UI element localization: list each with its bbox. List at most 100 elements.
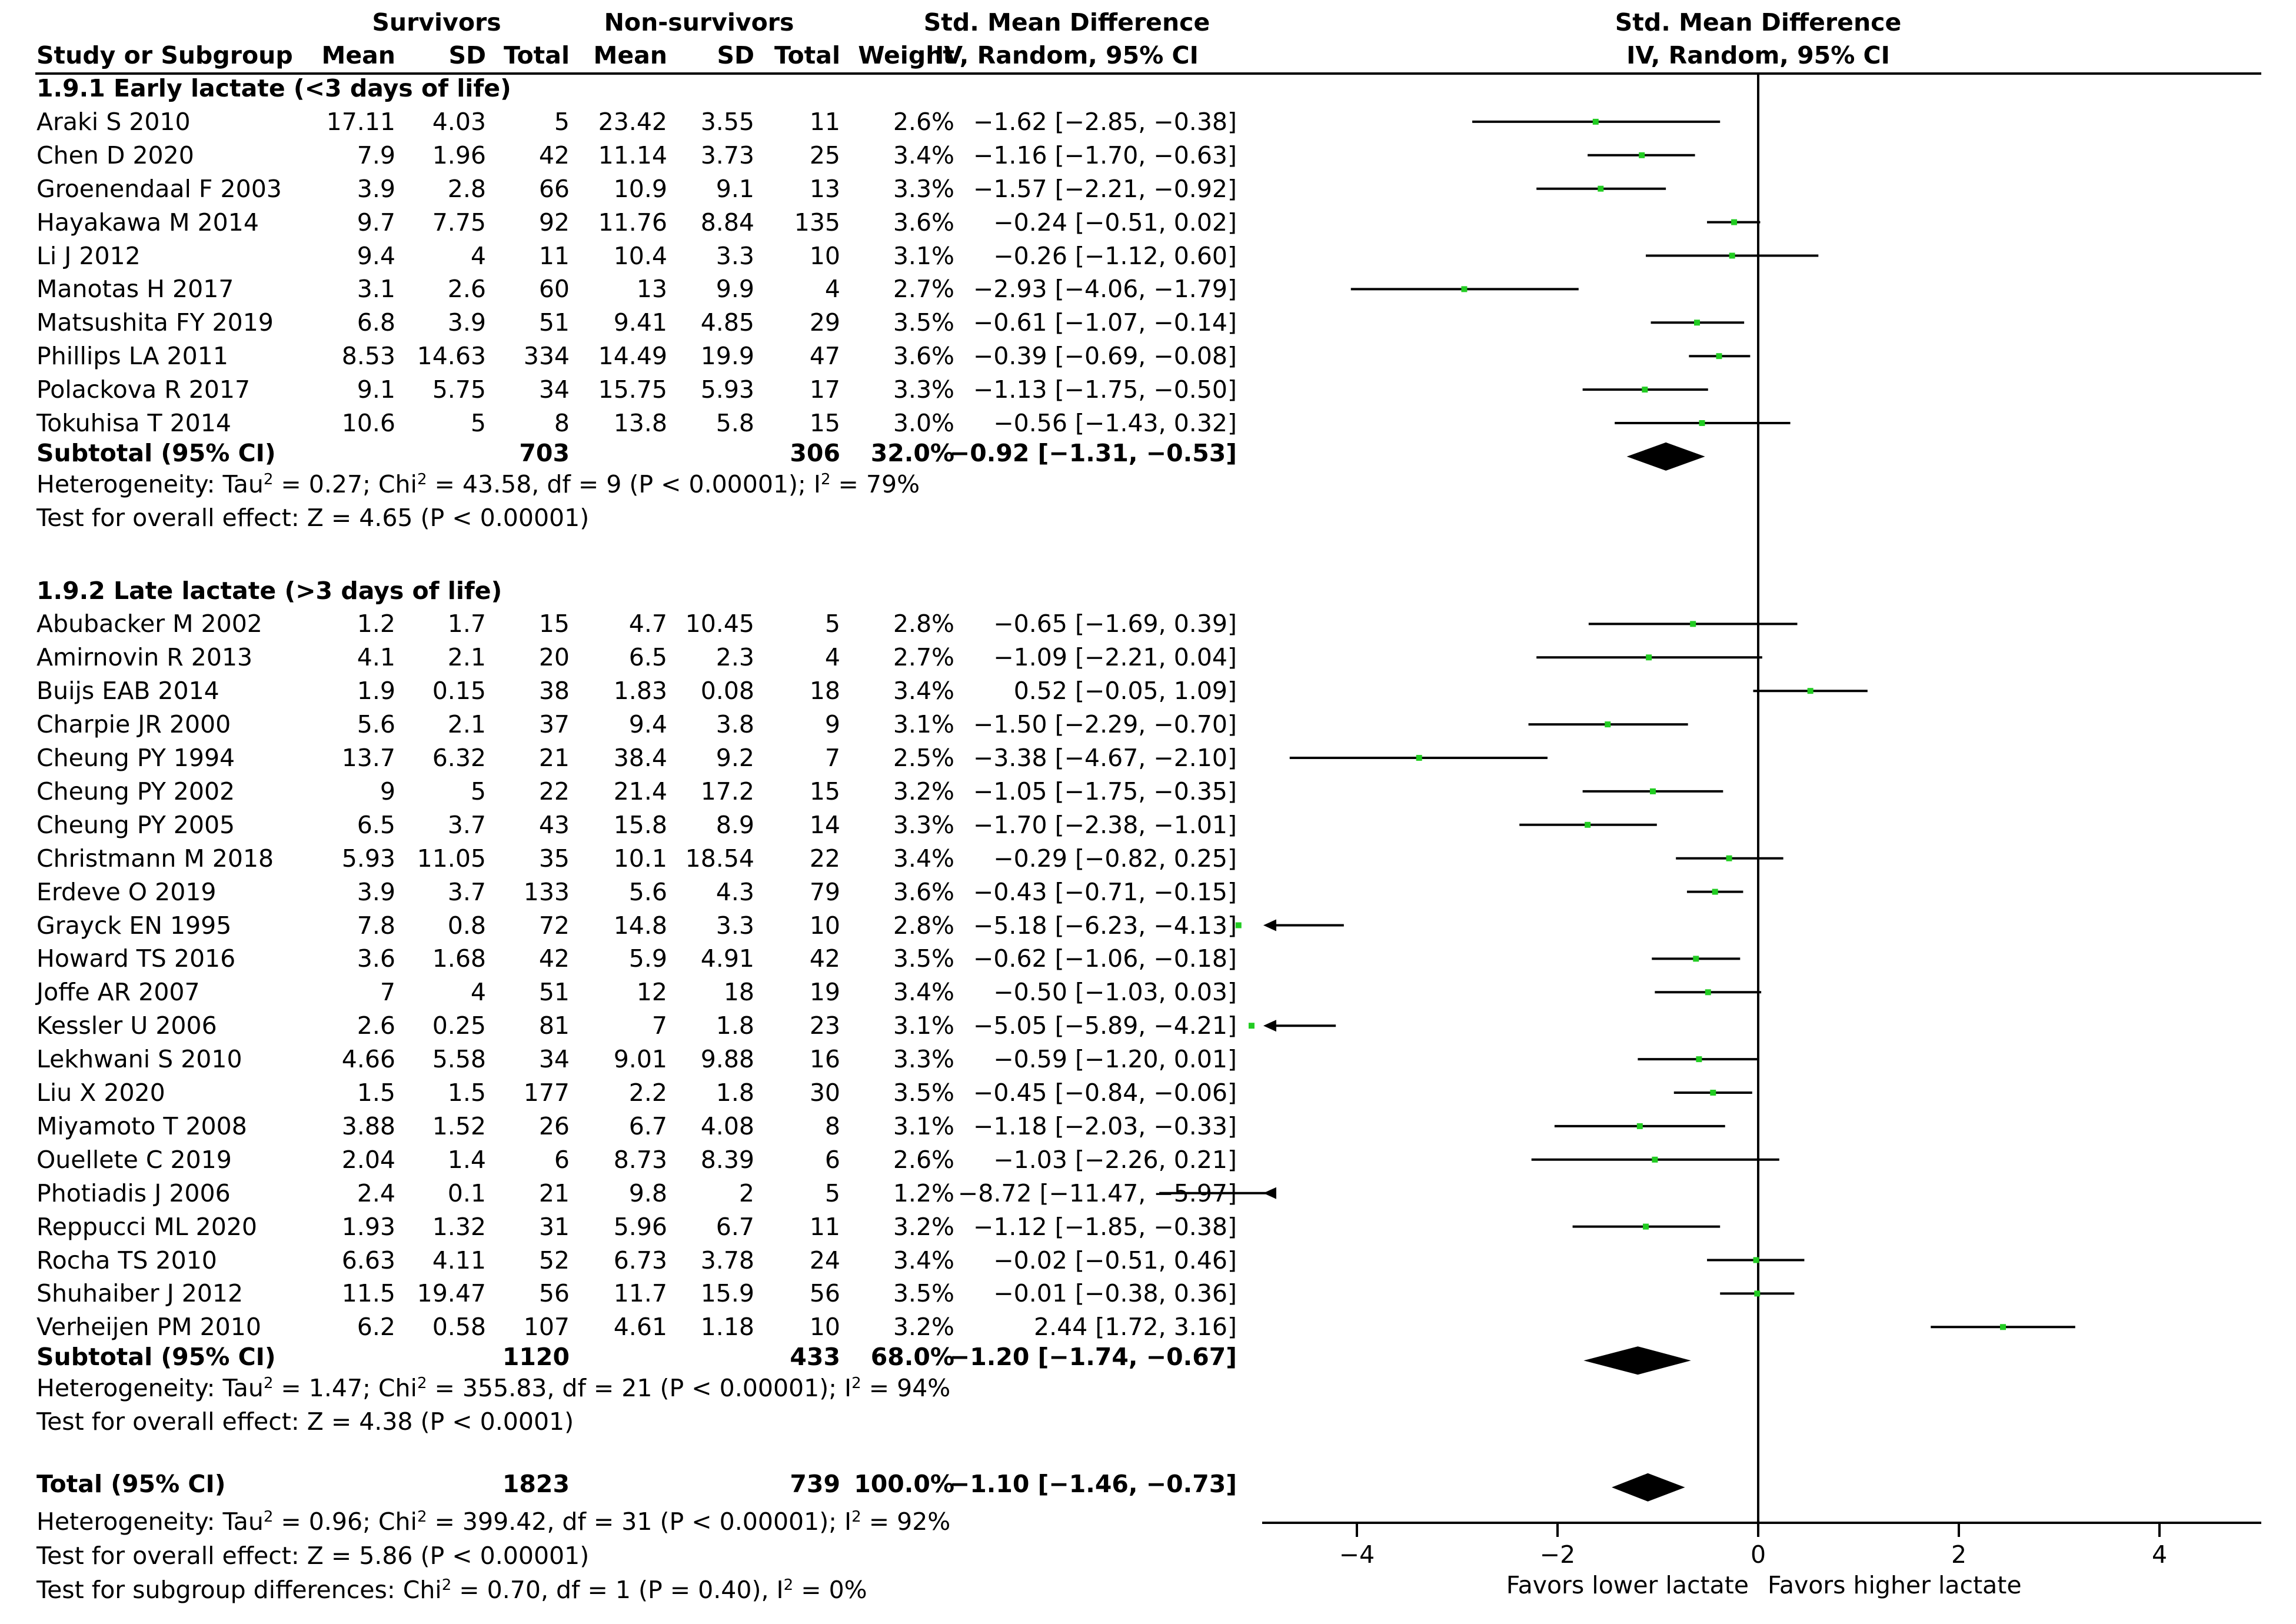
mean-1: 7.8 <box>357 911 395 940</box>
total-2: 42 <box>809 944 840 973</box>
point-estimate <box>1729 252 1735 259</box>
sd-2: 3.3 <box>716 241 754 270</box>
x-tick-label: 4 <box>2152 1540 2167 1569</box>
total-2: 23 <box>809 1011 840 1040</box>
sd-2: 3.8 <box>716 710 754 739</box>
effect-ci: 0.52 [−0.05, 1.09] <box>1013 677 1237 705</box>
point-estimate <box>1642 387 1648 393</box>
mean-2: 23.42 <box>598 107 667 136</box>
effect-ci: −1.12 [−1.85, −0.38] <box>973 1212 1237 1241</box>
study-name: Amirnovin R 2013 <box>36 643 253 672</box>
header-sd-1: SD <box>448 41 486 69</box>
text-part: Heterogeneity: Tau <box>36 1507 264 1536</box>
total-label: Total (95% CI) <box>36 1469 226 1498</box>
point-estimate <box>1652 1156 1658 1163</box>
text-part: = 79% <box>830 470 920 498</box>
study-name: Grayck EN 1995 <box>36 911 232 940</box>
heterogeneity-text: Heterogeneity: Tau2 = 1.47; Chi2 = 355.8… <box>36 1376 950 1400</box>
effect-ci: −1.05 [−1.75, −0.35] <box>973 777 1237 806</box>
sd-2: 8.9 <box>716 810 754 839</box>
mean-1: 2.04 <box>341 1145 395 1174</box>
total-2: 5 <box>824 610 840 638</box>
total-2: 7 <box>824 744 840 772</box>
total-1: 8 <box>554 409 570 437</box>
mean-2: 10.4 <box>613 241 667 270</box>
mean-1: 9.4 <box>357 241 395 270</box>
study-name: Hayakawa M 2014 <box>36 208 259 237</box>
mean-2: 15.75 <box>598 375 667 404</box>
mean-1: 7.9 <box>357 141 395 169</box>
subgroup-title: 1.9.1 Early lactate (<3 days of life) <box>36 74 511 102</box>
total-1: 56 <box>538 1279 570 1308</box>
mean-2: 5.6 <box>628 877 667 906</box>
study-name: Buijs EAB 2014 <box>36 677 219 705</box>
mean-2: 21.4 <box>613 777 667 806</box>
weight: 3.1% <box>893 1111 954 1140</box>
effect-ci: −0.50 [−1.03, 0.03] <box>993 978 1237 1007</box>
header-weight: Weight <box>858 41 954 69</box>
total-2: 4 <box>824 643 840 672</box>
mean-2: 14.8 <box>613 911 667 940</box>
effect-ci: −0.02 [−0.51, 0.46] <box>993 1246 1237 1274</box>
off-scale-arrow <box>1263 1020 1276 1032</box>
total-2: 14 <box>809 810 840 839</box>
mean-1: 3.88 <box>341 1111 395 1140</box>
total-1: 38 <box>538 677 570 705</box>
total-1: 15 <box>538 610 570 638</box>
effect-ci: −0.56 [−1.43, 0.32] <box>993 409 1237 437</box>
weight: 3.5% <box>893 944 954 973</box>
sd-1: 11.05 <box>417 844 486 873</box>
effect-ci: −1.09 [−2.21, 0.04] <box>993 643 1237 672</box>
total-1: 34 <box>538 1045 570 1074</box>
total-1: 34 <box>538 375 570 404</box>
study-name: Christmann M 2018 <box>36 844 274 873</box>
text-part: = 0% <box>793 1575 867 1604</box>
total-2: 79 <box>809 877 840 906</box>
sd-2: 18 <box>723 978 754 1007</box>
effect-ci: −1.62 [−2.85, −0.38] <box>973 107 1237 136</box>
effect-ci: −1.18 [−2.03, −0.33] <box>973 1111 1237 1140</box>
total-1: 42 <box>538 944 570 973</box>
total-2: 30 <box>809 1079 840 1107</box>
sd-1: 4 <box>470 241 486 270</box>
study-name: Charpie JR 2000 <box>36 710 231 739</box>
effect-ci: −0.24 [−0.51, 0.02] <box>993 208 1237 237</box>
point-estimate <box>1754 1290 1761 1297</box>
sd-1: 4.03 <box>432 107 486 136</box>
total-2: 4 <box>824 275 840 304</box>
weight: 3.3% <box>893 810 954 839</box>
sd-2: 6.7 <box>716 1212 754 1241</box>
effect-ci: −1.03 [−2.26, 0.21] <box>993 1145 1237 1174</box>
weight: 3.2% <box>893 1313 954 1342</box>
total-1: 81 <box>538 1011 570 1040</box>
sd-2: 1.8 <box>716 1079 754 1107</box>
total-2: 29 <box>809 308 840 337</box>
sd-2: 8.84 <box>700 208 754 237</box>
mean-1: 8.53 <box>341 342 395 371</box>
superscript: 2 <box>417 470 427 488</box>
mean-1: 17.11 <box>326 107 395 136</box>
header-total-1: Total <box>503 41 570 69</box>
header-method: IV, Random, 95% CI <box>935 41 1199 69</box>
point-estimate <box>2000 1324 2006 1330</box>
effect-ci: −0.43 [−0.71, −0.15] <box>973 877 1237 906</box>
total-total-2: 739 <box>790 1469 840 1498</box>
x-tick-label: −2 <box>1540 1540 1575 1569</box>
weight: 2.7% <box>893 643 954 672</box>
total-1: 37 <box>538 710 570 739</box>
point-estimate <box>1705 989 1711 996</box>
mean-2: 8.73 <box>613 1145 667 1174</box>
sd-2: 4.85 <box>700 308 754 337</box>
text-part: = 355.83, df = 21 (P < 0.00001); I <box>427 1374 852 1403</box>
weight: 3.4% <box>893 1246 954 1274</box>
point-estimate <box>1592 118 1599 125</box>
subtotal-diamond <box>1626 442 1705 471</box>
mean-1: 2.4 <box>357 1179 395 1207</box>
effect-ci: −1.70 [−2.38, −1.01] <box>973 810 1237 839</box>
subtotal-ci: −0.92 [−1.31, −0.53] <box>949 438 1237 467</box>
text-part: = 92% <box>861 1507 951 1536</box>
weight: 3.1% <box>893 710 954 739</box>
mean-1: 6.2 <box>357 1313 395 1342</box>
subtotal-ci: −1.20 [−1.74, −0.67] <box>949 1343 1237 1372</box>
weight: 3.5% <box>893 1279 954 1308</box>
